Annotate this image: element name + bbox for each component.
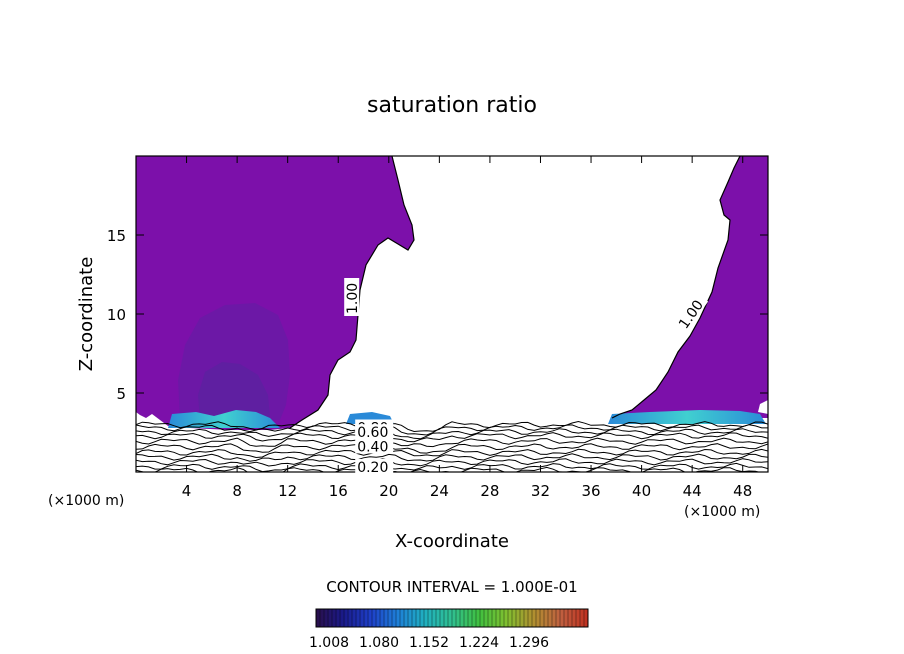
ground-contour-lines (136, 420, 768, 472)
y-tick-label: 5 (116, 385, 126, 403)
contour-label: 0.60 (357, 425, 388, 441)
contour-label-bg (344, 278, 360, 316)
ground-contour-line (136, 432, 768, 443)
x-tick-label: 24 (430, 482, 449, 500)
x-tick-label: 28 (480, 482, 499, 500)
contour-fill-group (136, 156, 768, 430)
contour-label: 0.20 (357, 460, 388, 476)
colorbar: 1.008 1.080 1.152 1.224 1.296 (309, 608, 589, 651)
x-axis: 4 8 12 16 20 24 28 32 36 40 44 48 (182, 156, 752, 500)
contour-line-1-00-left (289, 156, 415, 429)
contour-line-1-00-right (611, 156, 741, 419)
colorbar-tick-label: 1.008 (309, 635, 349, 651)
x-tick-label: 16 (329, 482, 348, 500)
contour-label-bg (674, 292, 709, 333)
left-cloud-band (168, 410, 280, 428)
ground-contour-line (136, 458, 768, 467)
ground-contour-line (136, 424, 768, 436)
x-tick-label: 20 (379, 482, 398, 500)
contour-interval-text: CONTOUR INTERVAL = 1.000E-01 (326, 578, 577, 596)
colorbar-tick-label: 1.224 (459, 635, 499, 651)
x-unit-label-right: (×1000 m) (684, 504, 760, 520)
y-tick-label: 15 (107, 227, 126, 245)
y-tick-label: 10 (107, 306, 126, 324)
x-tick-label: 8 (232, 482, 242, 500)
colorbar-tick-label: 1.080 (359, 635, 399, 651)
x-axis-title: X-coordinate (395, 531, 509, 552)
ground-contour-line (136, 462, 768, 472)
x-tick-label: 12 (278, 482, 297, 500)
y-axis: 5 10 15 (107, 227, 768, 403)
colorbar-tick-label: 1.296 (509, 635, 549, 651)
right-cloud-band (608, 410, 766, 424)
ground-contour-line (136, 448, 768, 459)
right-edge-notch (758, 400, 768, 414)
x-tick-label: 4 (182, 482, 192, 500)
right-supersaturated-region (612, 156, 768, 418)
x-tick-label: 32 (531, 482, 550, 500)
colorbar-stripes (319, 609, 585, 627)
contour-label: 0.40 (357, 439, 388, 455)
x-tick-label: 36 (581, 482, 600, 500)
colorbar-tick-label: 1.152 (409, 635, 449, 651)
x-tick-label: 44 (683, 482, 702, 500)
ground-contour-line (136, 443, 768, 454)
chart-title: saturation ratio (367, 93, 537, 118)
contour-label: 1.00 (345, 283, 361, 314)
x-unit-label-left: (×1000 m) (48, 493, 124, 509)
y-axis-title: Z-coordinate (76, 257, 97, 372)
colorbar-tick-labels: 1.008 1.080 1.152 1.224 1.296 (309, 635, 549, 651)
contour-label-bg (355, 459, 394, 474)
ground-contour-line (136, 428, 768, 440)
ground-contour-line (136, 420, 768, 433)
ground-contour-line (136, 466, 768, 472)
x-tick-label: 40 (632, 482, 651, 500)
ground-contour-line (136, 437, 768, 448)
colorbar-frame (315, 608, 589, 628)
ground-contour-line (136, 453, 768, 462)
x-tick-label: 48 (733, 482, 752, 500)
contour-labels: 1.001.000.800.600.400.20 (344, 278, 709, 476)
contour-label-bg (355, 438, 394, 454)
contour-label-bg (355, 424, 394, 440)
left-inner-shading-2 (198, 362, 270, 420)
